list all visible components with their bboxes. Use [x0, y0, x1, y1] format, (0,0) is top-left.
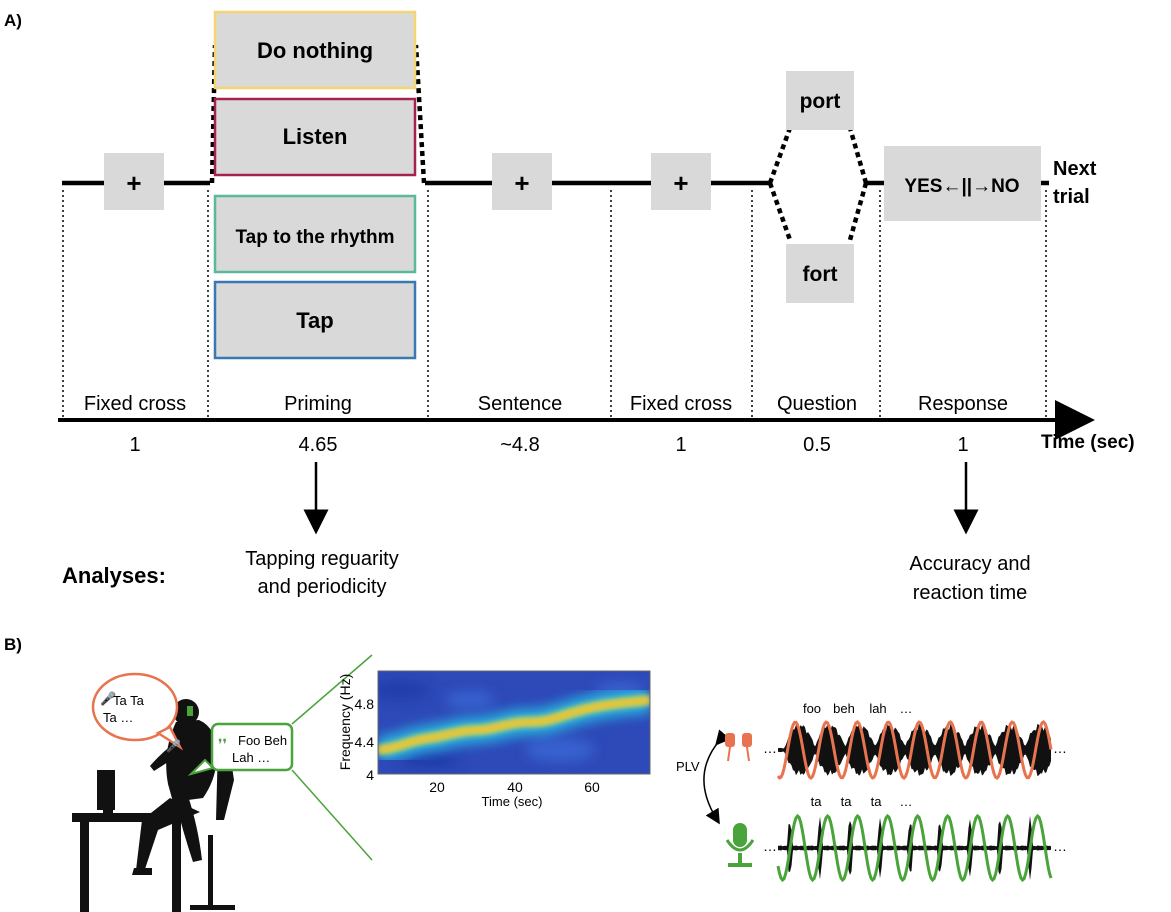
priming-option-do-nothing: Do nothing [213, 10, 417, 90]
syllable-bottom: ta [811, 794, 823, 809]
question-word-fort: fort [786, 244, 854, 303]
speech-bubble-red: 🎤 Ta Ta Ta … [91, 672, 184, 751]
svg-text:…: … [763, 740, 777, 756]
heatmap-xtick: 20 [429, 779, 445, 795]
earbuds-icon [725, 733, 752, 762]
syllable-top: … [900, 701, 913, 716]
syllable-top: foo [803, 701, 821, 716]
svg-text:…: … [763, 838, 777, 854]
svg-text:…: … [1053, 838, 1067, 854]
duration-sentence: ~4.8 [500, 434, 539, 456]
analysis-right-line2: reaction time [913, 582, 1028, 604]
duration-fixed-cross-1: 1 [129, 434, 140, 456]
svg-text:Listen: Listen [283, 124, 348, 149]
analysis-right-line1: Accuracy and [909, 553, 1030, 575]
phase-label-response: Response [918, 393, 1008, 415]
svg-text:Do nothing: Do nothing [257, 38, 373, 63]
duration-response: 1 [957, 434, 968, 456]
heatmap-ytick: 4 [366, 767, 374, 783]
heatmap-ylabel: Frequency (Hz) [337, 674, 353, 770]
phase-label-fixed-cross-1: Fixed cross [84, 393, 186, 415]
microphone-large-icon [725, 823, 755, 867]
syllable-top: lah [869, 701, 886, 716]
svg-text:…: … [1053, 740, 1067, 756]
duration-question: 0.5 [803, 434, 831, 456]
plv-label: PLV [676, 759, 700, 774]
svg-text:port: port [800, 90, 841, 113]
svg-text:Lah …: Lah … [232, 750, 270, 765]
fixation-cross-1: + [104, 153, 164, 210]
analysis-left-line1: Tapping reguarity [245, 548, 398, 570]
heatmap-ytick: 4.4 [355, 734, 375, 750]
analyses-label: Analyses: [62, 563, 166, 588]
heatmap-xtick: 40 [507, 779, 523, 795]
question-word-port: port [786, 71, 854, 130]
spectrogram-heatmap [377, 670, 651, 775]
syllable-bottom: ta [841, 794, 853, 809]
sentence-cross: + [492, 153, 552, 210]
fixation-cross-2: + [651, 153, 711, 210]
priming-option-tap: Tap [213, 280, 417, 360]
svg-text:+: + [126, 168, 141, 198]
phase-label-sentence: Sentence [478, 393, 563, 415]
svg-text:Ta …: Ta … [103, 710, 133, 725]
heatmap-xlabel: Time (sec) [482, 794, 543, 809]
syllable-top: beh [833, 701, 855, 716]
heatmap-xtick: 60 [584, 779, 600, 795]
response-box: YES←||→NO [884, 146, 1041, 221]
duration-priming: 4.65 [299, 434, 338, 456]
duration-fixed-cross-2: 1 [675, 434, 686, 456]
panel-b-label: B) [4, 635, 22, 654]
syllable-bottom: ta [871, 794, 883, 809]
heatmap-ytick: 4.8 [355, 696, 375, 712]
svg-text:YES←||→NO: YES←||→NO [904, 176, 1019, 197]
syllable-bottom: … [900, 794, 913, 809]
microphone-icon: 🎤 [100, 690, 116, 706]
svg-text:+: + [514, 168, 529, 198]
phase-label-fixed-cross-2: Fixed cross [630, 393, 732, 415]
svg-text:fort: fort [803, 263, 838, 286]
headphones-icon: ❜❜ [218, 736, 227, 752]
speech-bubble-green: ❜❜ Foo Beh Lah … [187, 722, 294, 776]
priming-option-listen: Listen [213, 97, 417, 177]
svg-text:Tap: Tap [296, 308, 333, 333]
svg-text:Tap to the rhythm: Tap to the rhythm [235, 227, 394, 248]
head-headphone-marker [187, 706, 193, 716]
next-trial-label-line1: Next [1053, 158, 1097, 180]
zoom-connector [291, 654, 373, 861]
panel-a-label: A) [4, 11, 22, 30]
svg-text:Foo Beh: Foo Beh [238, 733, 287, 748]
priming-option-tap-to-rhythm: Tap to the rhythm [213, 194, 417, 274]
plv-arrow [703, 729, 731, 825]
svg-text:Ta Ta: Ta Ta [113, 693, 145, 708]
small-microphone-icon: 🎤 [166, 738, 181, 753]
phase-label-priming: Priming [284, 393, 352, 415]
tapping-waveform-bottom: … … [763, 813, 1067, 883]
question-diamond [767, 127, 869, 241]
next-trial-label-line2: trial [1053, 186, 1090, 208]
time-axis-label: Time (sec) [1041, 432, 1135, 453]
speech-waveform-top: … … [763, 720, 1067, 780]
analysis-left-line2: and periodicity [258, 576, 387, 598]
svg-text:+: + [673, 168, 688, 198]
phase-label-question: Question [777, 393, 857, 415]
phase-separators [62, 190, 1047, 420]
